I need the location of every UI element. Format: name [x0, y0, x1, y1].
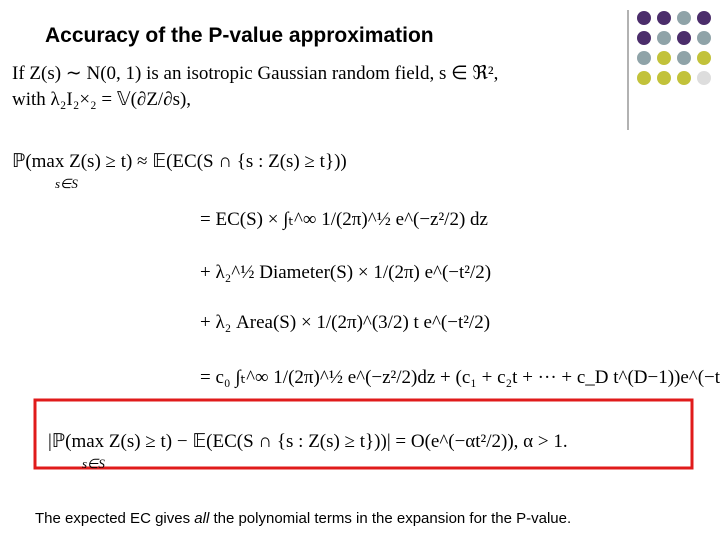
math-line: ℙ(max Z(s) ≥ t) ≈ 𝔼(EC(S ∩ {s : Z(s) ≥ t…	[12, 151, 347, 172]
caption-emphasis: all	[194, 510, 210, 527]
caption-text: The expected EC gives	[35, 510, 195, 527]
highlight-box	[33, 398, 694, 470]
slide-title: Accuracy of the P-value approximation	[45, 24, 434, 47]
math-line: + λ₂^½ Diameter(S) × 1/(2π) e^(−t²/2)	[200, 262, 492, 283]
caption: The expected EC gives all the polynomial…	[35, 510, 571, 527]
math-line: with λ₂I₂×₂ = 𝕍(∂Z/∂s),	[12, 89, 192, 110]
dot-grid	[637, 11, 711, 85]
math-subscript: s∈S	[82, 456, 105, 471]
math-line: = c₀ ∫ₜ^∞ 1/(2π)^½ e^(−z²/2)dz + (c₁ + c…	[200, 367, 720, 388]
math-line: |ℙ(max Z(s) ≥ t) − 𝔼(EC(S ∩ {s : Z(s) ≥ …	[48, 431, 568, 452]
caption-text: the polynomial terms in the expansion fo…	[209, 510, 572, 527]
math-subscript: s∈S	[55, 176, 78, 191]
math-line: If Z(s) ∼ N(0, 1) is an isotropic Gaussi…	[12, 63, 499, 84]
math-line: = EC(S) × ∫ₜ^∞ 1/(2π)^½ e^(−z²/2) dz	[200, 209, 488, 230]
math-line: + λ₂ Area(S) × 1/(2π)^(3/2) t e^(−t²/2)	[200, 312, 491, 333]
